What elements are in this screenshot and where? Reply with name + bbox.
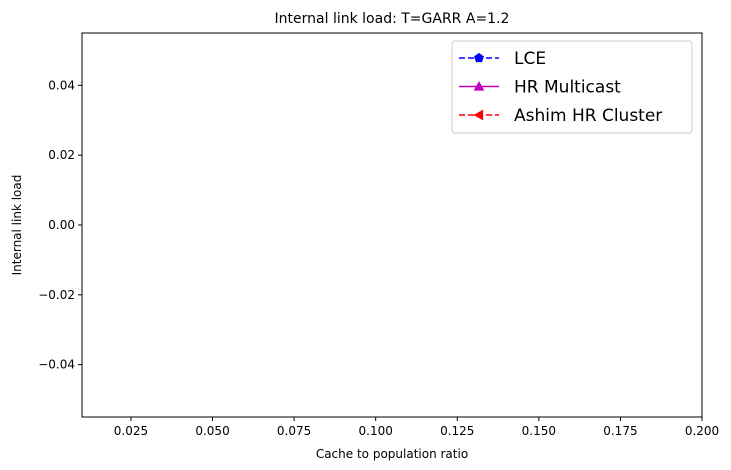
x-tick-label: 0.025 — [114, 424, 148, 438]
legend: LCE HR Multicast Ashim HR Cluster — [451, 40, 693, 134]
chart-title: Internal link load: T=GARR A=1.2 — [275, 11, 510, 27]
x-tick-label: 0.100 — [359, 424, 393, 438]
x-axis: 0.025 0.050 0.075 0.100 0.125 0.150 0.175 0.200 — [114, 417, 719, 438]
y-axis-label: Internal link load — [10, 175, 24, 276]
legend-marker — [473, 80, 485, 91]
legend-marker — [474, 52, 484, 63]
x-tick-label: 0.050 — [195, 424, 229, 438]
legend-label: LCE — [514, 49, 546, 69]
legend-frame — [451, 40, 693, 134]
y-tick-label: 0.02 — [48, 148, 75, 162]
legend-item: HR Multicast — [459, 78, 621, 98]
y-tick-label: −0.04 — [38, 358, 75, 372]
x-tick-label: 0.175 — [603, 424, 637, 438]
x-tick-label: 0.125 — [440, 424, 474, 438]
legend-item: Ashim HR Cluster — [459, 106, 662, 126]
x-axis-label: Cache to population ratio — [316, 447, 468, 461]
y-tick-label: 0.04 — [48, 78, 75, 92]
legend-label: HR Multicast — [514, 78, 621, 98]
y-axis: −0.04 −0.02 0.00 0.02 0.04 — [38, 78, 82, 372]
x-tick-label: 0.150 — [522, 424, 556, 438]
x-tick-label: 0.200 — [685, 424, 719, 438]
legend-item: LCE — [459, 49, 546, 69]
y-tick-label: 0.00 — [48, 218, 75, 232]
legend-marker — [473, 109, 484, 121]
x-tick-label: 0.075 — [277, 424, 311, 438]
legend-label: Ashim HR Cluster — [514, 106, 662, 126]
y-tick-label: −0.02 — [38, 288, 75, 302]
